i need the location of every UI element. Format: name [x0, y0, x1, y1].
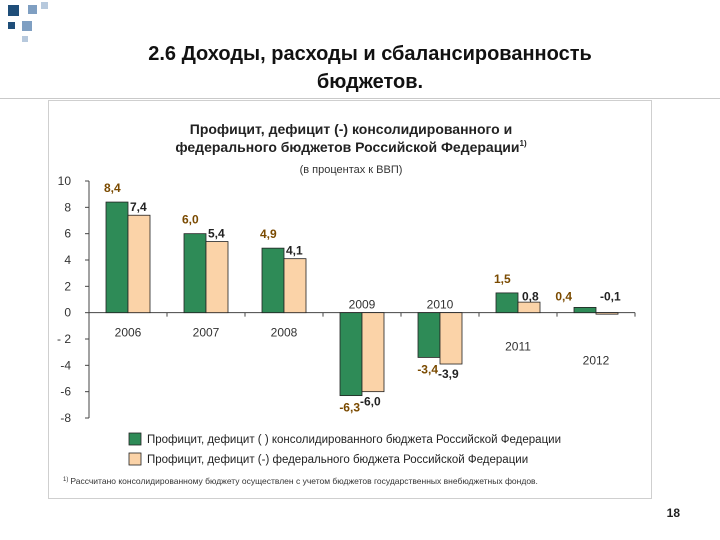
data-label: 4,9	[260, 227, 277, 241]
y-tick-label: 6	[64, 227, 71, 241]
title-divider	[0, 98, 720, 99]
data-label: 1,5	[494, 272, 511, 286]
footnote-text: Рассчитано консолидированному бюджету ос…	[70, 476, 538, 486]
data-label: 0,4	[555, 290, 572, 304]
page-number: 18	[666, 506, 680, 520]
decor-square-4	[8, 22, 15, 29]
data-label: -3,4	[417, 362, 438, 376]
x-tick-label: 2006	[115, 326, 142, 340]
plot-area: -8 -6 -4 - 2 0 2 4 6 8 10 2006 2007 2008 2009 2010 2011…	[57, 174, 636, 425]
slide-title-line2: бюджетов.	[316, 71, 424, 93]
bar	[361, 312, 385, 393]
decor-square-6	[22, 36, 28, 42]
data-label: -0,1	[600, 290, 621, 304]
chart-title-footnote-mark: 1)	[520, 139, 527, 148]
y-tick-label: -8	[60, 411, 71, 425]
footnote-mark: 1)	[63, 477, 68, 483]
data-label: -3,9	[438, 367, 459, 381]
bar	[105, 201, 129, 314]
y-tick-label: 8	[64, 200, 71, 214]
legend-label: Профицит, дефицит (-) федерального бюдже…	[147, 454, 528, 466]
chart-panel: Профицит, дефицит (-) консолидированного…	[48, 100, 652, 499]
y-tick-label: 0	[64, 306, 71, 320]
bar	[439, 312, 463, 365]
bar	[261, 247, 285, 314]
bar	[205, 241, 229, 314]
bar	[595, 312, 619, 315]
x-tick-label: 2008	[271, 326, 298, 340]
slide-title-line1: 2.6 Доходы, расходы и сбалансированность	[148, 43, 592, 65]
bar	[417, 312, 441, 358]
chart-title-line1: Профицит, дефицит (-) консолидированного…	[190, 121, 512, 137]
chart-title-line2: федерального бюджетов Российской Федерац…	[175, 139, 527, 155]
decor-square-1	[8, 5, 19, 16]
data-label: 0,8	[522, 290, 539, 304]
y-tick-label: 2	[64, 279, 71, 293]
x-tick-label: 2009	[349, 298, 376, 312]
data-label: 8,4	[104, 181, 121, 195]
y-tick-label: - 2	[57, 332, 71, 346]
x-tick-label: 2011	[505, 340, 531, 354]
data-label: 7,4	[130, 200, 147, 214]
chart-subtitle: (в процентах к ВВП)	[300, 164, 403, 176]
legend: Профицит, дефицит ( ) консолидированного…	[128, 432, 561, 466]
chart: Профицит, дефицит (-) консолидированного…	[57, 121, 636, 486]
legend-label: Профицит, дефицит ( ) консолидированного…	[147, 434, 561, 446]
data-label: 6,0	[182, 213, 199, 227]
y-tick-label: -4	[60, 358, 71, 372]
data-label: 5,4	[208, 227, 225, 241]
y-tick-label: 10	[58, 174, 72, 188]
decor-square-3	[41, 2, 48, 9]
y-tick-label: 4	[64, 253, 71, 267]
data-label: -6,0	[360, 395, 381, 409]
data-label: -6,3	[339, 401, 360, 415]
legend-swatch	[128, 452, 142, 466]
bar	[339, 312, 363, 397]
bar	[495, 292, 519, 314]
legend-swatch	[128, 432, 142, 446]
decor-square-5	[22, 21, 32, 31]
y-tick-label: -6	[60, 385, 71, 399]
x-tick-label: 2010	[427, 298, 454, 312]
x-tick-label: 2012	[583, 354, 610, 368]
chart-title-line2-text: федерального бюджетов Российской Федерац…	[175, 139, 519, 155]
footnote: 1) Рассчитано консолидированному бюджету …	[63, 476, 538, 486]
slide-title: 2.6 Доходы, расходы и сбалансированность…	[60, 40, 680, 96]
data-label: 4,1	[286, 244, 303, 258]
x-tick-label: 2007	[193, 326, 220, 340]
bar	[517, 301, 541, 314]
bar	[573, 306, 597, 314]
bar	[127, 214, 151, 314]
decor-square-2	[28, 5, 37, 14]
bar	[283, 258, 307, 314]
bar	[183, 233, 207, 314]
